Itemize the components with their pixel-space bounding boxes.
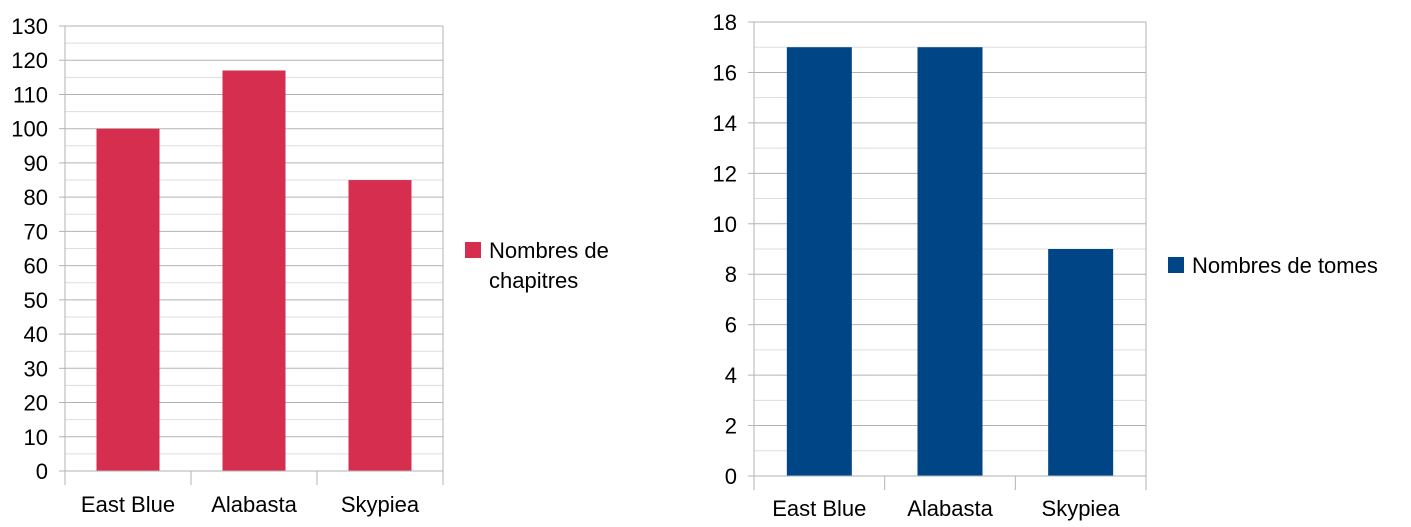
chart-chapters: 0 10 20 30 40 50 60 70 80 90 100 110 120 130 East Blue… [11,14,609,517]
legend-swatch [465,242,481,258]
y-tick-label: 50 [24,288,48,313]
y-tick-label: 16 [713,60,737,85]
bar [96,128,160,471]
legend-swatch [1168,257,1184,273]
y-tick-label: 60 [24,254,48,279]
y-tick-label: 120 [11,48,48,73]
y-tick-label: 12 [713,161,737,186]
y-tick-label: 80 [24,185,48,210]
x-category-label: Alabasta [907,496,993,521]
y-tick-label: 0 [725,464,737,489]
y-tick-label: 30 [24,356,48,381]
legend-label: Nombres de chapitres [489,238,609,293]
bar [786,47,852,476]
x-category-label: East Blue [772,496,866,521]
y-tick-label: 100 [11,117,48,142]
x-category-label: Skypiea [341,492,420,517]
y-tick-label: 70 [24,219,48,244]
y-tick-label: 2 [725,414,737,439]
y-tick-label: 0 [36,459,48,484]
y-tick-label: 10 [713,212,737,237]
bar [917,47,983,476]
x-category-label: East Blue [81,492,175,517]
bar [222,70,286,471]
x-category-label: Alabasta [211,492,297,517]
y-tick-label: 10 [24,425,48,450]
legend-label-line: Nombres de tomes [1192,253,1378,278]
chart-volumes: 0 2 4 6 8 10 12 14 16 18 East Blue Alabasta Skypiea N… [713,10,1378,521]
bar [1048,249,1114,476]
legend-label-line: chapitres [489,268,578,293]
y-tick-label: 18 [713,10,737,35]
y-tick-label: 14 [713,111,737,136]
y-tick-label: 6 [725,313,737,338]
legend-label: Nombres de tomes [1192,253,1378,278]
bar [348,180,412,472]
y-tick-label: 110 [13,82,48,107]
legend-label-line: Nombres de [489,238,609,263]
y-tick-label: 20 [24,391,48,416]
y-tick-label: 90 [24,151,48,176]
y-tick-label: 130 [11,14,48,39]
x-category-label: Skypiea [1042,496,1121,521]
y-tick-label: 40 [24,322,48,347]
y-tick-label: 8 [725,262,737,287]
y-tick-label: 4 [725,363,737,388]
